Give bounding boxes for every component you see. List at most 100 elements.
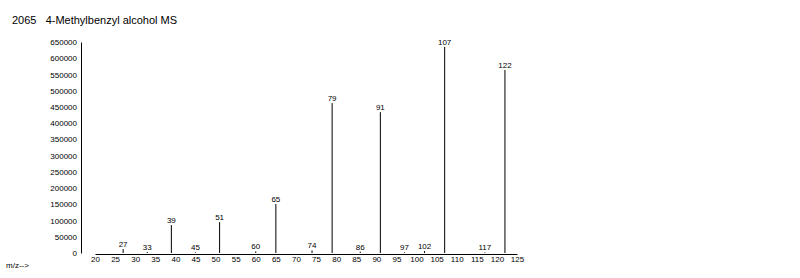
x-tick-label: 80 bbox=[332, 255, 341, 264]
peak bbox=[504, 70, 505, 253]
peak bbox=[444, 47, 445, 253]
y-tick-label: 350000 bbox=[50, 135, 77, 144]
y-tick: 350000 bbox=[50, 135, 81, 144]
y-tick-label: 100000 bbox=[50, 217, 77, 226]
x-tick: 105 bbox=[430, 254, 444, 264]
y-tick: 650000 bbox=[50, 38, 81, 47]
y-tick-label: 250000 bbox=[50, 168, 77, 177]
x-tick: 20 bbox=[91, 254, 100, 264]
y-tick: 50000 bbox=[55, 233, 81, 242]
x-axis-label: m/z--> bbox=[6, 261, 29, 270]
peak-label: 97 bbox=[400, 243, 409, 252]
x-tick: 110 bbox=[451, 254, 464, 264]
x-tick: 30 bbox=[131, 254, 140, 264]
x-tick-label: 45 bbox=[192, 255, 201, 264]
peak-labels: 273339455160657479869197102107117122 bbox=[119, 38, 512, 252]
x-tick: 60 bbox=[252, 254, 261, 264]
x-tick: 40 bbox=[171, 254, 180, 264]
x-tick-label: 65 bbox=[272, 255, 281, 264]
x-tick-label: 115 bbox=[471, 255, 484, 264]
peak bbox=[255, 251, 256, 253]
y-tick: 100000 bbox=[50, 217, 81, 226]
peak-label: 33 bbox=[143, 243, 152, 252]
peak bbox=[332, 103, 333, 253]
y-tick-label: 650000 bbox=[50, 38, 77, 47]
peak-label: 45 bbox=[191, 243, 200, 252]
peak-label: 122 bbox=[498, 61, 512, 70]
x-axis: 20 25 30 35 40 45 50 55 60 65 70 75 80 85 90 95 100 105 11… bbox=[91, 254, 525, 264]
peak-label: 117 bbox=[478, 243, 491, 252]
x-tick: 85 bbox=[352, 254, 361, 264]
title: 2065 4-Methylbenzyl alcohol MS bbox=[12, 14, 177, 26]
x-tick: 100 bbox=[410, 254, 424, 264]
x-tick-label: 85 bbox=[352, 255, 361, 264]
y-tick-label: 400000 bbox=[50, 119, 77, 128]
x-tick: 95 bbox=[392, 254, 401, 264]
y-tick: 450000 bbox=[50, 103, 81, 112]
peak bbox=[171, 225, 172, 253]
peak bbox=[424, 251, 425, 253]
y-tick-label: 550000 bbox=[50, 71, 77, 80]
x-tick-label: 20 bbox=[91, 255, 100, 264]
y-tick: 600000 bbox=[50, 54, 81, 63]
y-tick-label: 50000 bbox=[55, 233, 78, 242]
peak-label: 27 bbox=[119, 240, 128, 249]
x-tick-label: 35 bbox=[151, 255, 160, 264]
x-tick-label: 90 bbox=[372, 255, 381, 264]
y-tick: 400000 bbox=[50, 119, 81, 128]
y-tick-label: 200000 bbox=[50, 184, 77, 193]
peak-label: 60 bbox=[251, 242, 260, 251]
peak-label: 74 bbox=[308, 241, 317, 250]
x-tick-label: 30 bbox=[131, 255, 140, 264]
y-tick: 300000 bbox=[50, 152, 81, 161]
x-tick: 35 bbox=[151, 254, 160, 264]
x-tick: 55 bbox=[232, 254, 241, 264]
y-tick: 0 bbox=[73, 249, 81, 258]
peak-label: 79 bbox=[328, 94, 337, 103]
x-tick: 115 bbox=[471, 254, 484, 264]
x-tick-label: 105 bbox=[430, 255, 444, 264]
x-tick-label: 25 bbox=[111, 255, 120, 264]
peak-label: 51 bbox=[215, 213, 224, 222]
x-tick-label: 75 bbox=[312, 255, 321, 264]
x-tick-label: 110 bbox=[451, 255, 464, 264]
x-tick: 120 bbox=[491, 254, 505, 264]
x-tick-label: 95 bbox=[392, 255, 401, 264]
y-tick: 250000 bbox=[50, 168, 81, 177]
y-tick-label: 150000 bbox=[50, 200, 77, 209]
x-tick-label: 120 bbox=[491, 255, 505, 264]
x-tick-label: 70 bbox=[292, 255, 301, 264]
y-tick-label: 300000 bbox=[50, 152, 77, 161]
peak-label: 86 bbox=[356, 243, 365, 252]
x-tick: 80 bbox=[332, 254, 341, 264]
x-tick: 65 bbox=[272, 254, 281, 264]
peak-label: 102 bbox=[418, 242, 432, 251]
x-tick-label: 55 bbox=[232, 255, 241, 264]
peak bbox=[123, 249, 124, 253]
y-tick-label: 0 bbox=[73, 249, 78, 258]
y-tick-label: 450000 bbox=[50, 103, 77, 112]
peak-label: 107 bbox=[438, 38, 452, 47]
peak bbox=[219, 222, 220, 253]
y-tick: 150000 bbox=[50, 200, 81, 209]
peak-label: 39 bbox=[167, 216, 176, 225]
peak-label: 91 bbox=[376, 103, 385, 112]
x-tick-label: 100 bbox=[410, 255, 424, 264]
y-tick: 200000 bbox=[50, 184, 81, 193]
x-tick-label: 60 bbox=[252, 255, 261, 264]
peak bbox=[360, 252, 361, 253]
x-tick-label: 125 bbox=[511, 255, 525, 264]
x-tick: 45 bbox=[192, 254, 201, 264]
x-tick: 50 bbox=[212, 254, 221, 264]
x-tick: 70 bbox=[292, 254, 301, 264]
x-tick-label: 40 bbox=[171, 255, 180, 264]
peak bbox=[275, 204, 276, 253]
x-tick: 90 bbox=[372, 254, 381, 264]
y-tick: 550000 bbox=[50, 71, 81, 80]
x-tick: 125 bbox=[511, 254, 525, 264]
peak bbox=[312, 250, 313, 253]
peak bbox=[380, 112, 381, 253]
y-tick-label: 600000 bbox=[50, 54, 77, 63]
x-tick-label: 50 bbox=[212, 255, 221, 264]
x-tick: 75 bbox=[312, 254, 321, 264]
